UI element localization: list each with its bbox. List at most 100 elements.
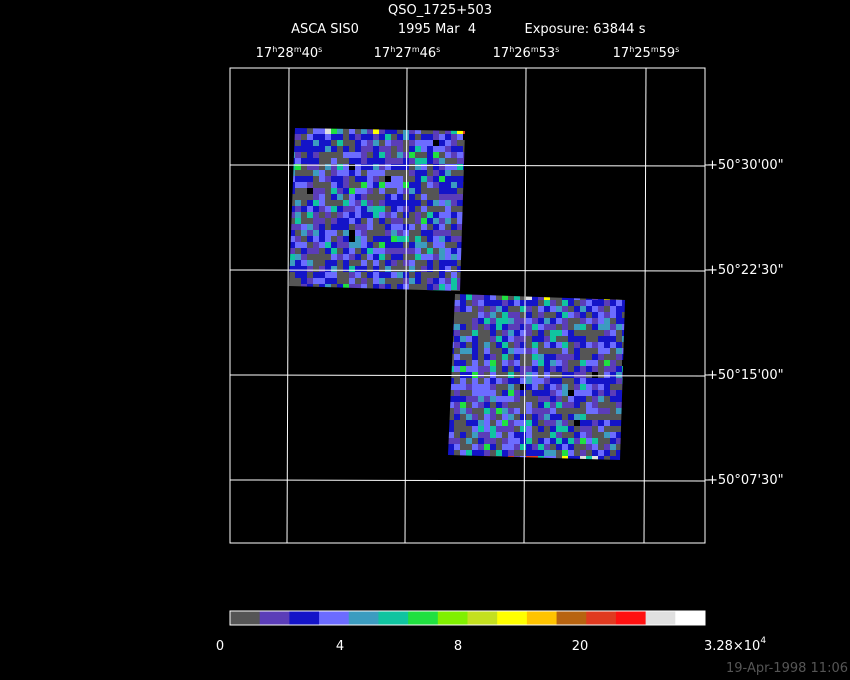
image-pixel [478,366,484,372]
image-pixel [556,336,562,342]
image-pixel [307,176,313,182]
colorbar-swatch [437,611,468,625]
image-pixel [610,414,616,420]
image-pixel [580,444,586,450]
image-pixel [397,212,403,218]
image-pixel [580,414,586,420]
image-pixel [361,218,367,224]
image-pixel [325,272,331,278]
image-pixel [448,384,454,390]
image-pixel [421,188,427,194]
image-pixel [421,146,427,152]
image-pixel [448,396,454,402]
image-pixel [598,360,604,366]
image-pixel [385,284,391,290]
image-pixel [457,146,463,152]
image-pixel [361,140,367,146]
image-pixel [337,284,343,290]
image-pixel [556,366,562,372]
image-pixel [562,438,568,444]
image-pixel [514,336,520,342]
image-pixel [544,414,550,420]
image-pixel [586,456,592,460]
image-pixel [457,242,463,248]
image-pixel [415,272,421,278]
image-pixel [319,254,325,260]
image-pixel [592,384,598,390]
image-pixel [361,212,367,218]
image-pixel [427,200,433,206]
image-pixel [502,444,508,450]
image-pixel [373,236,379,242]
image-pixel [598,348,604,354]
image-pixel [598,456,604,460]
image-pixel [454,444,460,450]
image-pixel [550,336,556,342]
image-pixel [580,390,586,396]
image-pixel [574,414,580,420]
image-pixel [451,146,457,152]
image-pixel [454,348,460,354]
image-pixel [325,260,331,266]
image-pixel [604,378,610,384]
image-pixel [391,248,397,254]
image-pixel [307,188,313,194]
image-pixel [463,158,465,164]
image-pixel [556,456,562,460]
image-pixel [520,372,526,378]
image-pixel [379,254,385,260]
image-pixel [337,236,343,242]
image-pixel [508,432,514,438]
ra-unit: h [629,45,634,54]
image-pixel [301,170,307,176]
image-pixel [355,248,361,254]
ra-unit: h [509,45,514,54]
image-pixel [610,396,616,402]
image-pixel [538,300,544,306]
image-pixel [466,312,472,318]
image-pixel [484,300,490,306]
image-pixel [343,218,349,224]
image-pixel [313,254,319,260]
image-pixel [367,128,373,134]
image-pixel [532,300,538,306]
image-pixel [622,330,625,336]
image-pixel [445,206,451,212]
image-pixel [514,402,520,408]
image-pixel [568,312,574,318]
image-pixel [361,146,367,152]
image-pixel [421,176,427,182]
image-pixel [427,278,433,284]
image-pixel [568,402,574,408]
image-pixel [478,318,484,324]
image-pixel [445,128,451,134]
image-pixel [325,146,331,152]
image-pixel [532,408,538,414]
image-pixel [478,336,484,342]
image-pixel [295,128,301,134]
image-pixel [514,366,520,372]
image-pixel [457,152,463,158]
image-pixel [616,450,622,456]
image-pixel [568,384,574,390]
image-pixel [526,294,532,300]
image-pixel [616,438,622,444]
image-pixel [460,444,466,450]
image-pixel [556,444,562,450]
image-pixel [544,312,550,318]
image-pixel [532,414,538,420]
image-pixel [508,378,514,384]
image-pixel [295,236,301,242]
image-pixel [520,342,526,348]
image-pixel [397,224,403,230]
image-pixel [421,272,427,278]
subtitle-exposure: Exposure: 63844 s [525,22,646,37]
image-pixel [502,300,508,306]
image-pixel [586,426,592,432]
image-pixel [568,306,574,312]
image-pixel [526,408,532,414]
image-pixel [598,312,604,318]
image-pixel [556,330,562,336]
image-pixel [319,206,325,212]
image-pixel [313,164,319,170]
